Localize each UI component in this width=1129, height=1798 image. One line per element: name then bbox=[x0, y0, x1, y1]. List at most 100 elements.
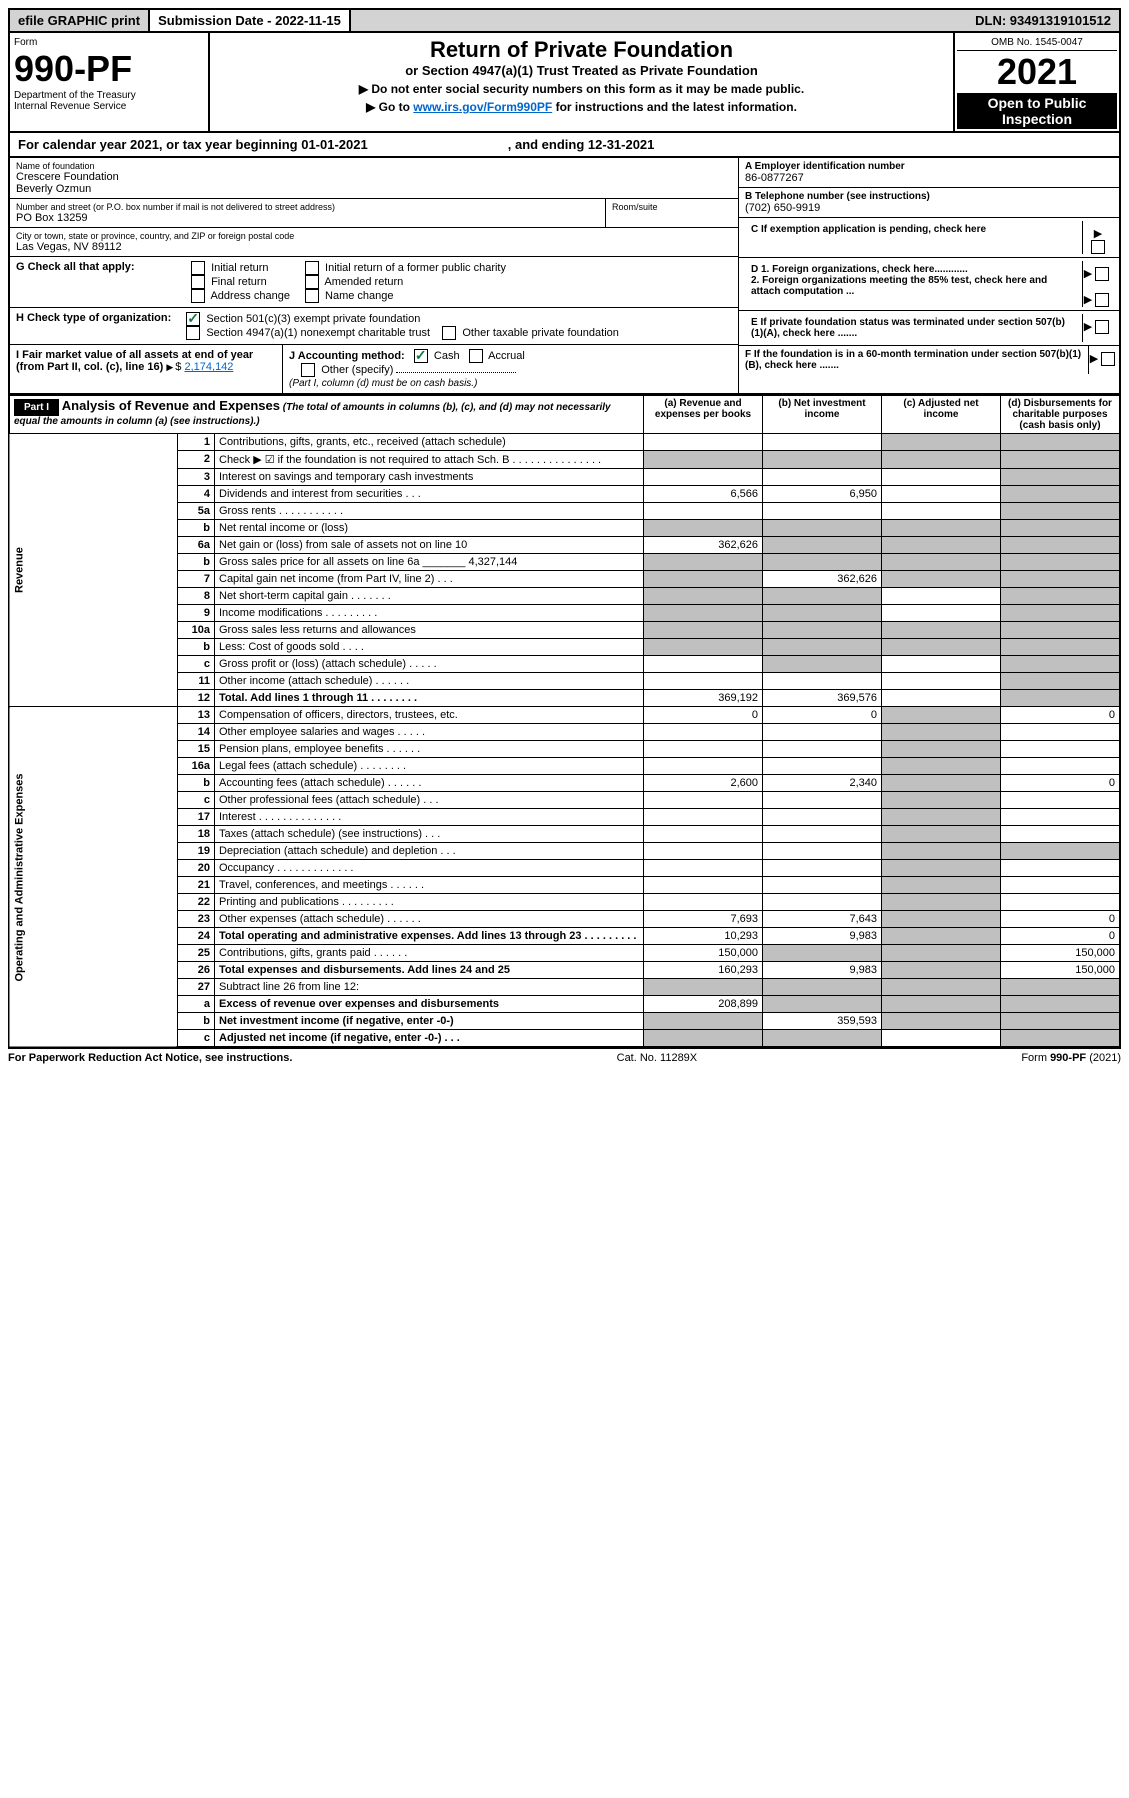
cell bbox=[882, 605, 1001, 622]
cell bbox=[882, 792, 1001, 809]
phone: (702) 650-9919 bbox=[745, 202, 1113, 214]
checkbox-name-change[interactable] bbox=[305, 289, 319, 303]
line-number: 21 bbox=[178, 877, 215, 894]
cell bbox=[644, 451, 763, 469]
cell bbox=[882, 554, 1001, 571]
cell bbox=[882, 639, 1001, 656]
checkbox-amended[interactable] bbox=[305, 275, 319, 289]
line-number: b bbox=[178, 775, 215, 792]
cell bbox=[882, 945, 1001, 962]
checkbox-final-return[interactable] bbox=[191, 275, 205, 289]
line-desc: Gross rents . . . . . . . . . . . bbox=[215, 503, 644, 520]
cell bbox=[644, 1030, 763, 1048]
checkbox-4947[interactable] bbox=[186, 326, 200, 340]
checkbox-d1[interactable] bbox=[1095, 267, 1109, 281]
checkbox-501c3[interactable] bbox=[186, 312, 200, 326]
cell bbox=[882, 503, 1001, 520]
cell bbox=[1001, 809, 1121, 826]
checkbox-initial-return[interactable] bbox=[191, 261, 205, 275]
line-number: 6a bbox=[178, 537, 215, 554]
cell bbox=[1001, 877, 1121, 894]
cell bbox=[1001, 1013, 1121, 1030]
cell bbox=[763, 451, 882, 469]
checkbox-e[interactable] bbox=[1095, 320, 1109, 334]
line-number: 3 bbox=[178, 469, 215, 486]
checkbox-address-change[interactable] bbox=[191, 289, 205, 303]
cell bbox=[763, 1030, 882, 1048]
cell bbox=[882, 622, 1001, 639]
checkbox-other-taxable[interactable] bbox=[442, 326, 456, 340]
cell bbox=[763, 826, 882, 843]
checkbox-other-method[interactable] bbox=[301, 363, 315, 377]
line-desc: Other expenses (attach schedule) . . . .… bbox=[215, 911, 644, 928]
line-desc: Subtract line 26 from line 12: bbox=[215, 979, 644, 996]
line-number: 18 bbox=[178, 826, 215, 843]
cell: 369,576 bbox=[763, 690, 882, 707]
cell bbox=[644, 843, 763, 860]
cell bbox=[882, 758, 1001, 775]
cell bbox=[882, 724, 1001, 741]
efile-label: efile GRAPHIC print bbox=[10, 10, 150, 31]
cell bbox=[882, 690, 1001, 707]
cell bbox=[763, 639, 882, 656]
line-number: 7 bbox=[178, 571, 215, 588]
checkbox-accrual[interactable] bbox=[469, 349, 483, 363]
cell bbox=[763, 809, 882, 826]
note2: ▶ Go to www.irs.gov/Form990PF for instru… bbox=[214, 100, 949, 114]
cell bbox=[644, 758, 763, 775]
cell: 362,626 bbox=[763, 571, 882, 588]
checkbox-d2[interactable] bbox=[1095, 293, 1109, 307]
cell bbox=[763, 469, 882, 486]
form-number: 990-PF bbox=[14, 48, 204, 90]
cell bbox=[763, 979, 882, 996]
g-row: G Check all that apply: Initial return F… bbox=[10, 257, 738, 308]
cell bbox=[763, 605, 882, 622]
cell bbox=[763, 843, 882, 860]
line-desc: Net short-term capital gain . . . . . . … bbox=[215, 588, 644, 605]
cell bbox=[763, 656, 882, 673]
checkbox-cash[interactable] bbox=[414, 349, 428, 363]
table-row: Revenue1Contributions, gifts, grants, et… bbox=[9, 434, 1120, 451]
checkbox-f[interactable] bbox=[1101, 352, 1115, 366]
cell bbox=[763, 537, 882, 554]
cell bbox=[882, 469, 1001, 486]
cell bbox=[882, 741, 1001, 758]
cell bbox=[644, 605, 763, 622]
fmv-link[interactable]: 2,174,142 bbox=[184, 361, 233, 373]
cell bbox=[1001, 486, 1121, 503]
line-number: 14 bbox=[178, 724, 215, 741]
line-number: 11 bbox=[178, 673, 215, 690]
cell bbox=[882, 962, 1001, 979]
d2-label: 2. Foreign organizations meeting the 85%… bbox=[751, 275, 1047, 297]
line-number: c bbox=[178, 656, 215, 673]
c-label: C If exemption application is pending, c… bbox=[745, 221, 1082, 254]
cell bbox=[763, 758, 882, 775]
line-desc: Accounting fees (attach schedule) . . . … bbox=[215, 775, 644, 792]
cell bbox=[644, 469, 763, 486]
cell: 359,593 bbox=[763, 1013, 882, 1030]
cell bbox=[1001, 758, 1121, 775]
cell bbox=[882, 911, 1001, 928]
cell bbox=[1001, 537, 1121, 554]
line-desc: Other income (attach schedule) . . . . .… bbox=[215, 673, 644, 690]
cell bbox=[1001, 451, 1121, 469]
cell bbox=[644, 877, 763, 894]
cell: 9,983 bbox=[763, 962, 882, 979]
cell bbox=[763, 860, 882, 877]
line-number: 8 bbox=[178, 588, 215, 605]
line-number: 15 bbox=[178, 741, 215, 758]
cell bbox=[644, 1013, 763, 1030]
cell bbox=[644, 979, 763, 996]
cell bbox=[763, 945, 882, 962]
cell: 7,643 bbox=[763, 911, 882, 928]
cell bbox=[882, 434, 1001, 451]
cell bbox=[1001, 860, 1121, 877]
cell: 160,293 bbox=[644, 962, 763, 979]
checkbox-c[interactable] bbox=[1091, 240, 1105, 254]
line-desc: Total operating and administrative expen… bbox=[215, 928, 644, 945]
checkbox-initial-public[interactable] bbox=[305, 261, 319, 275]
form-link[interactable]: www.irs.gov/Form990PF bbox=[413, 100, 552, 114]
line-desc: Depreciation (attach schedule) and deple… bbox=[215, 843, 644, 860]
line-number: b bbox=[178, 554, 215, 571]
cell: 0 bbox=[1001, 911, 1121, 928]
